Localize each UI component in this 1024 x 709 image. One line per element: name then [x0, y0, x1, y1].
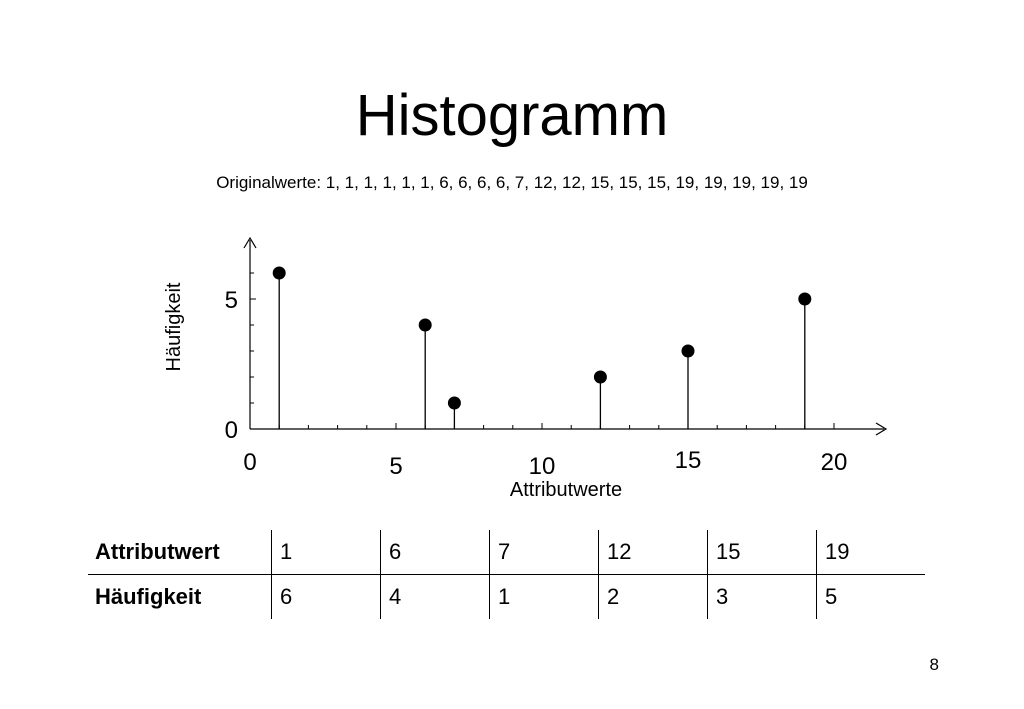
table-cell: 2 [598, 574, 708, 619]
y-tick-label: 0 [225, 417, 238, 444]
y-axis-arrow [243, 236, 257, 249]
table-cell: 15 [707, 530, 817, 575]
table-cell: 4 [380, 574, 490, 619]
chart-axes [243, 236, 888, 436]
axis-ticks [250, 272, 835, 429]
table-row-haeufigkeit: Häufigkeit 6 4 1 2 3 5 [88, 574, 925, 619]
y-tick-label: 5 [225, 287, 238, 314]
table-cell: 7 [489, 530, 599, 575]
data-point [798, 292, 812, 306]
y-axis-label: Häufigkeit [163, 282, 185, 371]
table-cell: 19 [816, 530, 925, 575]
data-point [272, 266, 286, 280]
data-point [593, 370, 607, 384]
x-tick-label: 5 [389, 453, 402, 480]
data-point [447, 396, 461, 410]
tick-labels: 0 5 10 15 20 0 5 [225, 287, 848, 480]
data-point [418, 318, 432, 332]
table-cell: 3 [707, 574, 817, 619]
x-tick-label: 20 [821, 449, 848, 476]
original-values-caption: Originalwerte: 1, 1, 1, 1, 1, 1, 6, 6, 6… [216, 173, 808, 192]
table-row-attributwert: Attributwert 1 6 7 12 15 19 [88, 530, 925, 575]
table-cell: 1 [271, 530, 381, 575]
table-cell: 1 [489, 574, 599, 619]
x-axis-label: Attributwerte [510, 479, 622, 501]
table-cell: 5 [816, 574, 925, 619]
frequency-table: Attributwert 1 6 7 12 15 19 Häufigkeit 6… [88, 530, 925, 619]
slide-title: Histogramm [355, 83, 669, 148]
x-tick-label: 10 [529, 453, 556, 480]
table-cell: 12 [598, 530, 708, 575]
row-header: Attributwert [88, 530, 272, 575]
table-cell: 6 [380, 530, 490, 575]
page-number: 8 [929, 655, 939, 674]
x-tick-label: 0 [243, 449, 256, 476]
stems [278, 273, 806, 429]
x-axis-arrow [875, 422, 888, 436]
table-cell: 6 [271, 574, 381, 619]
data-markers [272, 266, 812, 410]
histogram-chart: 0 5 10 15 20 0 5 Attributwerte Häufigkeit [163, 236, 888, 501]
data-point [681, 344, 695, 358]
x-tick-label: 15 [675, 447, 702, 474]
row-header: Häufigkeit [95, 584, 202, 609]
